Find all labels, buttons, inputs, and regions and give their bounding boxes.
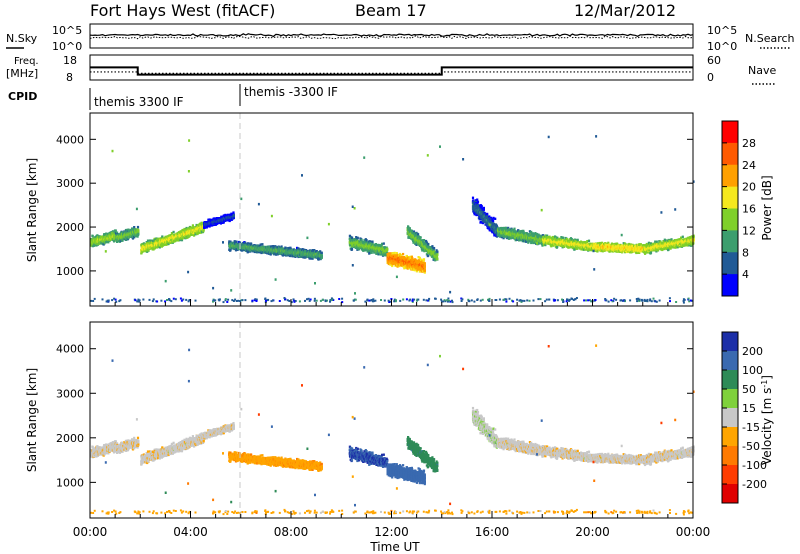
power-echo-cell [203, 229, 205, 231]
nsky-tick-top: 10^5 [52, 24, 82, 37]
freq-tick-bottom: 8 [66, 71, 73, 84]
nave-tick-bottom: 0 [707, 71, 714, 84]
power-echo-cell [351, 237, 353, 239]
nsky-tick-bottom: 10^0 [52, 40, 82, 53]
power-echo-cell [147, 240, 149, 242]
power-echo-cell [137, 230, 139, 232]
power-echo-cell [115, 229, 117, 231]
power-echo-cell [386, 249, 388, 251]
power-echo-cell [137, 226, 139, 228]
power-echo-cell [321, 252, 323, 254]
power-echo-cell [233, 215, 235, 217]
power-echo-cell [173, 231, 175, 233]
power-echo-cell [232, 211, 234, 213]
nsky-frame [90, 24, 693, 48]
cpid-label: CPID [8, 90, 37, 103]
nsearch-tick-top: 10^5 [707, 24, 737, 37]
cpid-row: CPID themis 3300 IF themis -3300 IF [8, 84, 338, 110]
power-echo-cell [261, 243, 263, 245]
freq-panel: Freq. [MHz] 18 8 60 0 Nave [6, 54, 776, 84]
cpid-segment-2: themis -3300 IF [244, 85, 338, 99]
power-echo-cell [357, 237, 359, 239]
nsky-label: N.Sky [6, 32, 38, 45]
power-echo-cell [366, 239, 368, 241]
nsearch-series [90, 36, 693, 39]
power-echo-cell [351, 248, 353, 250]
cpid-segment-1: themis 3300 IF [94, 95, 184, 109]
power-echo-cell [235, 241, 237, 243]
nsky-panel: N.Sky 10^5 10^0 10^5 10^0 N.Search [6, 24, 795, 53]
freq-label: Freq. [14, 56, 39, 67]
power-plot-bg [90, 113, 693, 306]
nave-tick-top: 60 [707, 54, 721, 67]
nave-series [90, 72, 693, 73]
nsearch-label: N.Search [745, 32, 795, 45]
freq-tick-top: 18 [63, 54, 77, 67]
date-title: 12/Mar/2012 [574, 1, 676, 20]
power-echo-cell [321, 257, 323, 259]
nsearch-tick-bottom: 10^0 [707, 40, 737, 53]
power-echo-cell [383, 242, 385, 244]
power-echo-cell [250, 242, 252, 244]
station-title: Fort Hays West (fitACF) [90, 1, 275, 20]
nave-label: Nave [748, 64, 776, 77]
nsky-series [90, 34, 693, 37]
freq-unit: [MHz] [6, 67, 38, 80]
power-echo-cell [371, 241, 373, 243]
beam-title: Beam 17 [355, 1, 427, 20]
